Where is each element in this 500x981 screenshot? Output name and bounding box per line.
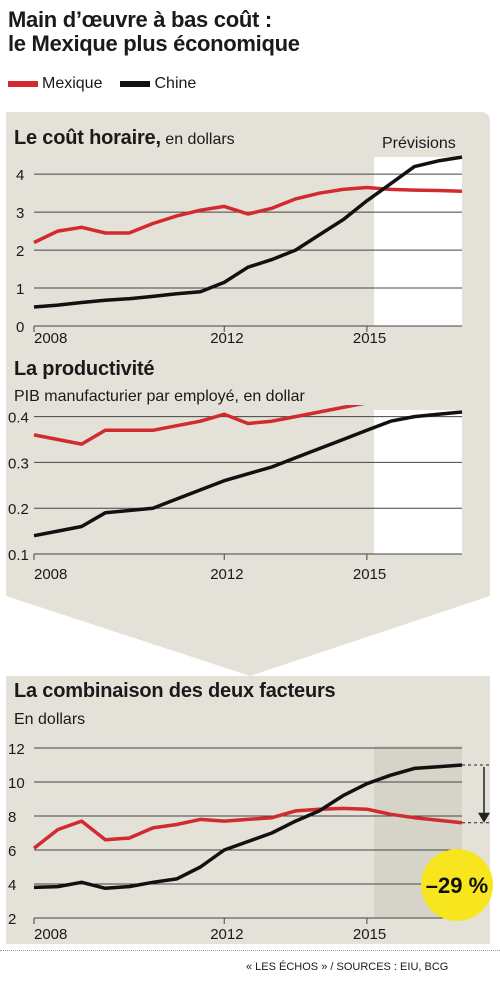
legend-label-mexique: Mexique [42, 75, 103, 92]
badge-circle [421, 849, 493, 921]
source-credit: « LES ÉCHOS » / SOURCES : EIU, BCG [246, 961, 449, 973]
legend-label-chine: Chine [154, 75, 197, 92]
page-title: Main d’œuvre à bas coût : le Mexique plu… [8, 8, 300, 56]
y-tick-label: 6 [8, 843, 16, 860]
legend-swatch-chine [120, 81, 151, 87]
page-title-line-1: Main d’œuvre à bas coût : [8, 7, 272, 32]
y-tick-label: 3 [16, 205, 24, 222]
y-tick-label: 0.2 [8, 501, 29, 518]
y-tick-label: 4 [8, 877, 16, 894]
section-combinaison-title: La combinaison des deux facteurs [14, 680, 336, 702]
chart-productivite: 0.1 0.2 0.3 0.4 2008 2012 2015 [8, 405, 463, 583]
section-combinaison-subtitle: En dollars [14, 711, 86, 728]
page-title-line-2: le Mexique plus économique [8, 31, 300, 56]
section-cout-title: Le coût horaire, [14, 127, 161, 149]
chart-combinaison: 2 4 6 8 10 12 2008 2012 2015 –29 % [8, 741, 493, 943]
panel-funnel-shape [6, 112, 490, 676]
y-tick-label: 8 [8, 809, 16, 826]
y-tick-label: 10 [8, 775, 25, 792]
badge-label: –29 % [426, 873, 488, 898]
x-tick-label: 2015 [353, 566, 386, 583]
forecast-region [374, 410, 462, 554]
legend: Mexique Chine [8, 74, 214, 94]
x-tick-label: 2015 [353, 330, 386, 347]
section-cout-subtitle: en dollars [165, 131, 235, 148]
x-tick-label: 2008 [34, 926, 67, 943]
y-tick-label: 2 [16, 243, 24, 260]
y-tick-label: 0 [16, 319, 24, 336]
x-tick-label: 2012 [210, 330, 243, 347]
annotation-arrow-head [478, 812, 490, 823]
section-productivite-title: La productivité [14, 358, 155, 380]
section-cout-header: Le coût horaire, en dollars [14, 127, 235, 150]
x-tick-label: 2012 [210, 926, 243, 943]
legend-item-chine: Chine [120, 75, 196, 93]
y-tick-label: 0.4 [8, 410, 29, 427]
y-tick-label: 4 [16, 167, 24, 184]
y-tick-label: 2 [8, 911, 16, 928]
forecast-label: Prévisions [382, 135, 456, 152]
x-tick-label: 2008 [34, 566, 67, 583]
forecast-region [374, 157, 462, 326]
legend-swatch-mexique [8, 81, 38, 87]
y-tick-label: 1 [16, 281, 24, 298]
legend-item-mexique: Mexique [8, 75, 102, 93]
chart-cout-horaire: 0 1 2 3 4 2008 2012 2015 [16, 155, 463, 347]
section-productivite-subtitle: PIB manufacturier par employé, en dollar [14, 388, 305, 405]
footer-divider [0, 950, 500, 951]
x-tick-label: 2015 [353, 926, 386, 943]
x-tick-label: 2008 [34, 330, 67, 347]
x-tick-label: 2012 [210, 566, 243, 583]
y-tick-label: 0.3 [8, 455, 29, 472]
y-tick-label: 0.1 [8, 547, 29, 564]
y-tick-label: 12 [8, 741, 25, 758]
